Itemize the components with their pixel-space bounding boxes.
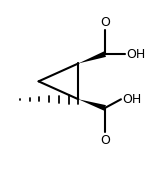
- Polygon shape: [78, 99, 106, 111]
- Text: O: O: [100, 134, 110, 147]
- Text: OH: OH: [122, 93, 141, 106]
- Text: OH: OH: [126, 48, 145, 61]
- Text: O: O: [100, 16, 110, 29]
- Polygon shape: [78, 51, 106, 63]
